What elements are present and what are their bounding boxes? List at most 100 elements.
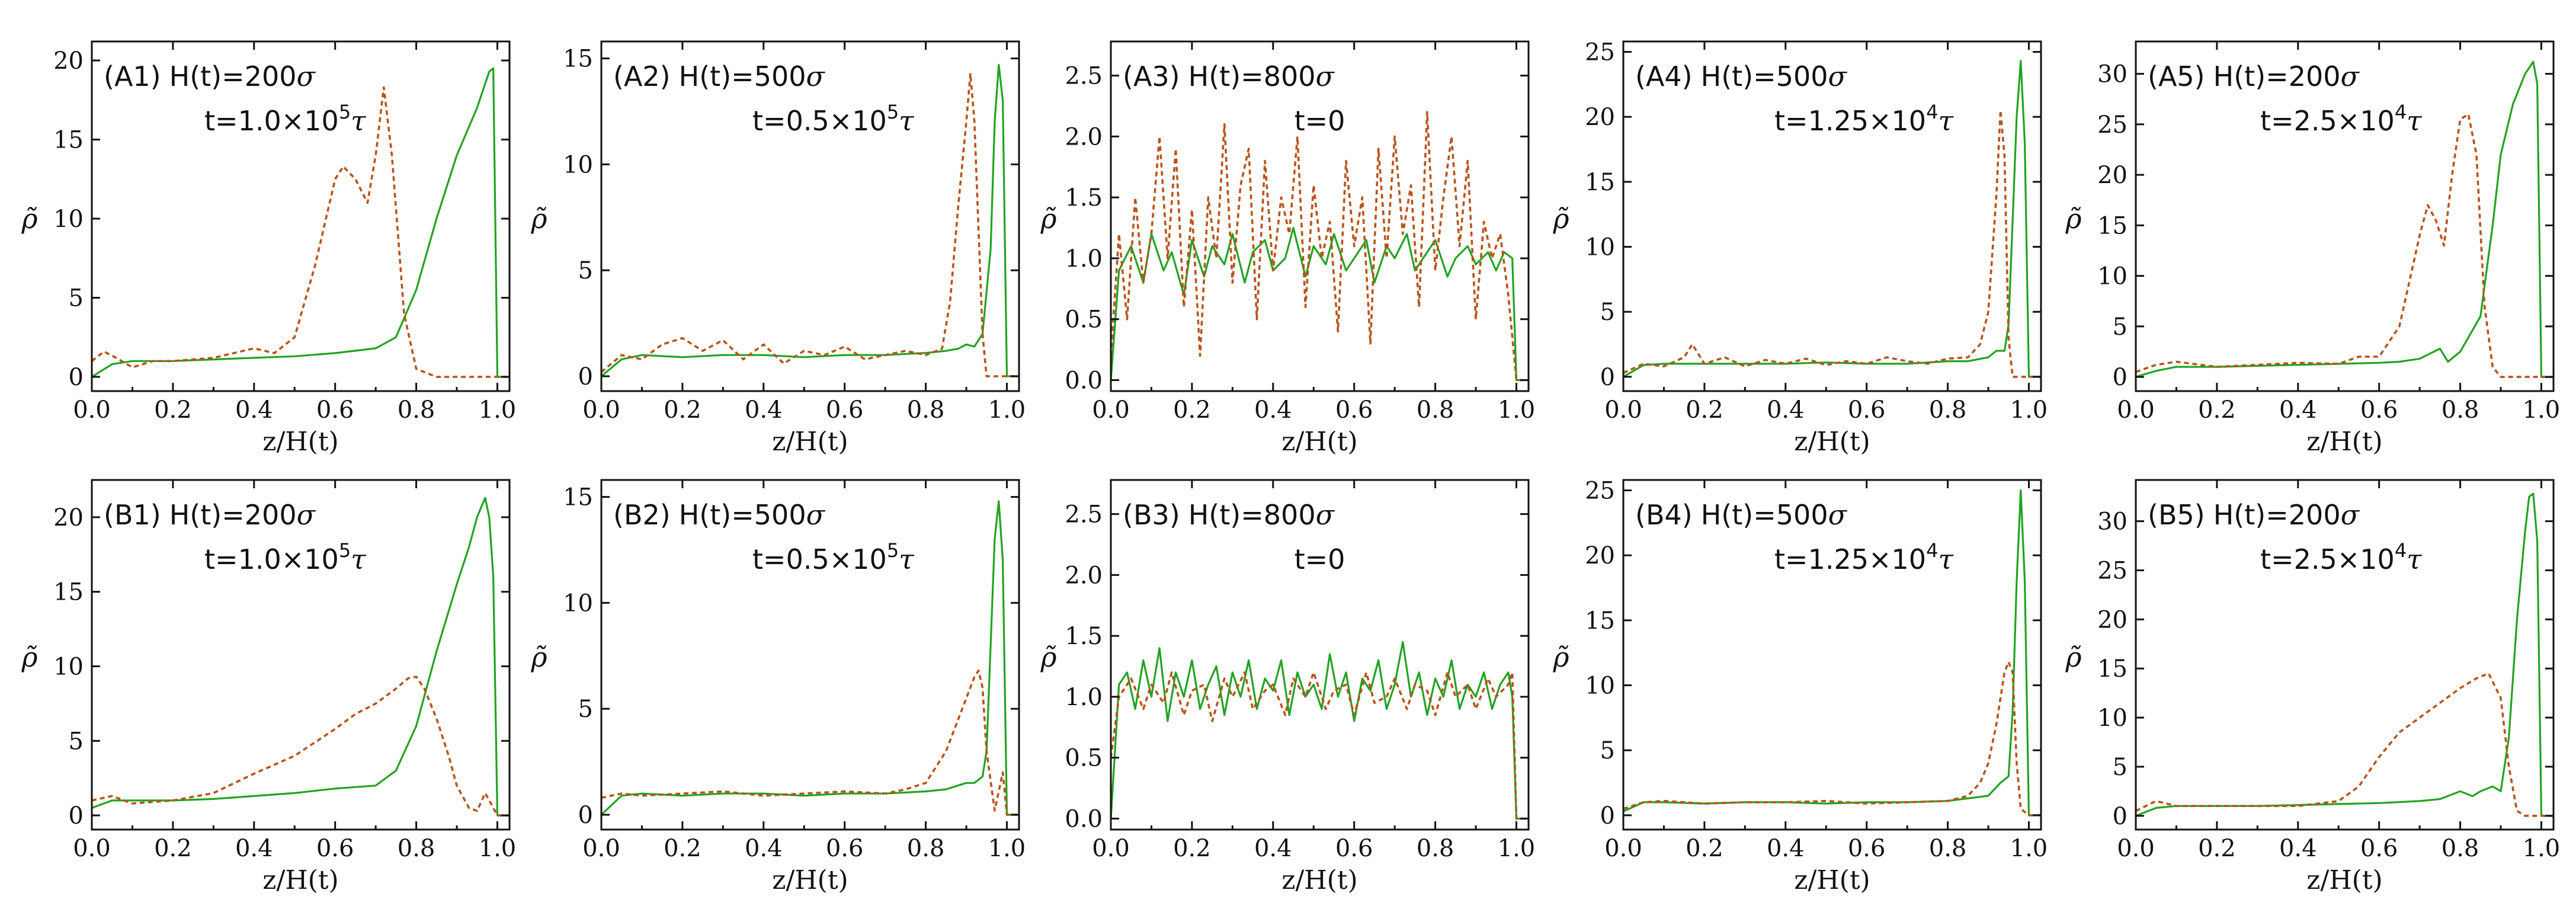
x-tick-label: 0.6	[1848, 835, 1886, 862]
time-exponent: 5	[887, 539, 899, 562]
y-tick-label: 10	[53, 653, 84, 680]
plot-frame	[1110, 479, 1530, 831]
time-exponent: 4	[2395, 101, 2407, 123]
sigma-symbol: σ	[297, 60, 316, 92]
y-tick-label: 1.5	[1065, 623, 1103, 650]
y-tick-label: 2.5	[1065, 63, 1103, 90]
x-tick-label: 0.6	[1335, 396, 1373, 424]
tau-symbol: τ	[899, 105, 915, 137]
panel-annotation-time: t=1.25×104τ	[1774, 539, 1954, 575]
y-tick-label: 0	[2113, 364, 2128, 391]
y-tick-label: 5	[2113, 313, 2128, 341]
y-tick-label: 0.5	[1065, 745, 1103, 772]
y-axis-title: ρ̃	[21, 641, 37, 673]
y-tick-label: 20	[53, 47, 84, 75]
y-tick-label: 2.0	[1065, 123, 1103, 151]
solid-series-line	[1111, 641, 1529, 820]
y-tick-label: 15	[1585, 607, 1615, 635]
dashed-series-line	[92, 86, 510, 378]
panel-annotation-height: (A2) H(t)=500σ	[613, 60, 826, 92]
y-tick-label: 10	[2097, 705, 2128, 732]
x-tick-label: 0.0	[1604, 835, 1642, 862]
x-axis-title: z/H(t)	[772, 865, 848, 895]
x-tick-label: 0.0	[2117, 835, 2155, 862]
x-tick-label: 0.8	[1929, 835, 1967, 862]
dashed-series-line	[1111, 671, 1529, 820]
y-axis-title: ρ̃	[2065, 203, 2081, 235]
panel-annotation-time: t=0	[1295, 105, 1345, 137]
y-tick-label: 5	[578, 696, 593, 723]
x-tick-label: 1.0	[1498, 835, 1536, 862]
x-tick-label: 0.4	[2279, 396, 2317, 424]
sigma-symbol: σ	[1316, 60, 1335, 92]
x-tick-label: 0.6	[316, 835, 354, 862]
time-exponent: 4	[2395, 539, 2407, 562]
x-tick-label: 1.0	[2010, 835, 2048, 862]
x-tick-label: 0.8	[1417, 835, 1454, 862]
sigma-symbol: σ	[1828, 499, 1848, 531]
time-base: t=2.5×10	[2260, 543, 2395, 575]
time-base: t=1.25×10	[1774, 105, 1926, 137]
x-tick-label: 0.2	[2198, 396, 2236, 424]
tau-symbol: τ	[351, 543, 367, 575]
sigma-symbol: σ	[297, 499, 316, 531]
x-tick-label: 0.2	[154, 835, 192, 862]
x-tick-label: 0.4	[235, 835, 273, 862]
y-tick-label: 15	[53, 579, 84, 606]
height-text: H(t)=800	[1188, 499, 1316, 531]
plot-frame	[600, 479, 1020, 831]
solid-series-line	[601, 63, 1019, 377]
y-tick-label: 0	[1600, 364, 1615, 391]
x-tick-label: 0.8	[907, 835, 945, 862]
sigma-symbol: σ	[2341, 499, 2360, 531]
sigma-symbol: σ	[2341, 60, 2360, 92]
tau-symbol: τ	[1938, 543, 1954, 575]
y-tick-label: 15	[2097, 655, 2128, 683]
panel-annotation-time: t=2.5×104τ	[2260, 539, 2423, 575]
panel-annotation-time: t=1.0×105τ	[204, 539, 367, 575]
panel-b4: 0.0 0.2 0.4 0.6 0.8 1.0 0 5 10 15 20 25 z/H(t) ρ̃ (B4)…	[1552, 478, 2048, 895]
panel-annotation-height: (B4) H(t)=500σ	[1635, 499, 1848, 531]
y-axis-title: ρ̃	[1552, 641, 1569, 673]
x-tick-label: 0.0	[1092, 835, 1130, 862]
sigma-symbol: σ	[806, 499, 826, 531]
solid-series-line	[1623, 60, 2041, 378]
x-tick-label: 0.4	[2279, 835, 2317, 862]
y-axis-title: ρ̃	[2065, 641, 2081, 673]
panel-annotation-height: (B1) H(t)=200σ	[104, 499, 316, 531]
x-axis-title: z/H(t)	[1281, 427, 1357, 457]
x-tick-label: 0.6	[2360, 396, 2398, 424]
y-tick-label: 25	[1585, 39, 1615, 66]
y-tick-label: 20	[2097, 606, 2128, 633]
x-axis-title: z/H(t)	[2306, 427, 2382, 457]
y-tick-label: 10	[53, 206, 84, 233]
x-tick-label: 0.4	[1254, 396, 1292, 424]
x-tick-label: 0.4	[1767, 835, 1805, 862]
y-tick-label: 1.0	[1065, 684, 1103, 711]
y-tick-label: 5	[578, 257, 593, 284]
time-exponent: 4	[1926, 101, 1938, 123]
x-tick-label: 0.0	[1604, 396, 1642, 424]
x-axis-title: z/H(t)	[1281, 865, 1357, 895]
y-tick-label: 10	[2097, 263, 2128, 290]
time-exponent: 5	[887, 101, 899, 123]
y-tick-label: 10	[1585, 234, 1615, 261]
panel-b1: 0.0 0.2 0.4 0.6 0.8 1.0 0 5 10 15 20 z/H(t) ρ̃ (B1) H(…	[21, 479, 516, 895]
panel-a2: 0.0 0.2 0.4 0.6 0.8 1.0 0 5 10 15 z/H(t) ρ̃ (A2) H(t)…	[530, 40, 1026, 457]
y-tick-label: 0	[2113, 803, 2128, 830]
x-tick-label: 0.4	[235, 396, 273, 424]
x-tick-label: 0.6	[826, 396, 864, 424]
x-tick-label: 1.0	[1498, 396, 1536, 424]
x-tick-label: 0.6	[826, 835, 864, 862]
y-axis-title: ρ̃	[1040, 203, 1056, 235]
time-text: t=0	[1295, 543, 1345, 575]
x-axis-title: z/H(t)	[262, 865, 338, 895]
height-text: H(t)=200	[2213, 499, 2341, 531]
plot-frame	[1622, 40, 2042, 392]
y-axis-title: ρ̃	[21, 203, 37, 235]
panel-label: (B4)	[1635, 499, 1693, 531]
panel-a3: 0.0 0.2 0.4 0.6 0.8 1.0 0.0 0.5 1.0 1.5 2.0 2.5 z/H(…	[1040, 40, 1536, 457]
y-tick-label: 1.5	[1065, 184, 1103, 212]
panel-annotation-time: t=2.5×104τ	[2260, 101, 2423, 137]
